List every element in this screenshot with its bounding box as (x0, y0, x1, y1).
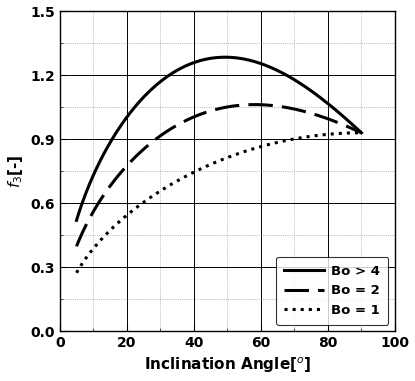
Bo > 4 (244, 57, 249, 62)
Bo = 1 (352, 131, 357, 135)
Bo = 2 (209, 108, 214, 113)
Bo = 2 (74, 244, 79, 249)
Bo = 2 (228, 104, 233, 109)
Bo > 4 (308, 88, 313, 93)
Line: Bo = 2: Bo = 2 (76, 105, 361, 247)
Bo > 4 (222, 55, 227, 59)
Line: Bo > 4: Bo > 4 (76, 57, 361, 220)
Bo = 1 (74, 271, 79, 275)
Bo > 4 (353, 125, 358, 129)
Bo = 1 (308, 134, 312, 139)
Bo = 1 (359, 131, 364, 135)
Bo = 2 (308, 111, 313, 115)
Bo = 2 (252, 102, 257, 107)
Bo = 2 (244, 102, 249, 107)
Bo = 2 (211, 108, 216, 112)
Bo = 1 (244, 149, 249, 153)
Bo = 1 (211, 161, 216, 165)
Line: Bo = 1: Bo = 1 (76, 133, 361, 273)
Bo > 4 (211, 56, 216, 60)
Bo = 1 (209, 162, 214, 166)
Bo > 4 (229, 55, 234, 60)
Bo = 2 (359, 131, 364, 135)
Bo > 4 (74, 218, 79, 223)
Y-axis label: $f_3$[-]: $f_3$[-] (5, 154, 24, 188)
Bo = 1 (228, 154, 233, 158)
Bo > 4 (359, 131, 364, 135)
Legend: Bo > 4, Bo = 2, Bo = 1: Bo > 4, Bo = 2, Bo = 1 (276, 257, 388, 325)
Bo = 2 (353, 128, 358, 132)
Bo > 4 (209, 56, 214, 61)
X-axis label: Inclination Angle[$^o$]: Inclination Angle[$^o$] (144, 356, 311, 375)
